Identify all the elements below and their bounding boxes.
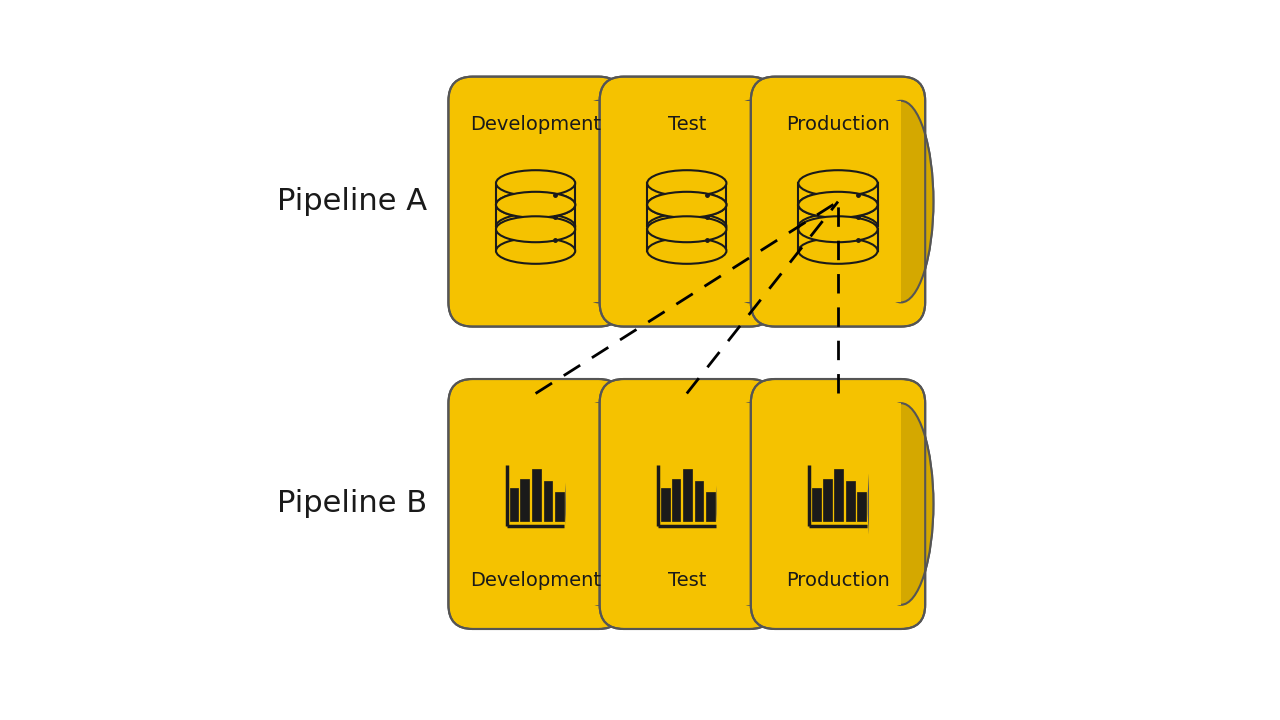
Ellipse shape xyxy=(648,213,727,239)
Text: Test: Test xyxy=(668,571,707,590)
Ellipse shape xyxy=(648,216,727,242)
FancyBboxPatch shape xyxy=(717,403,750,605)
Ellipse shape xyxy=(717,403,782,605)
Polygon shape xyxy=(846,481,855,521)
Polygon shape xyxy=(532,469,540,521)
FancyBboxPatch shape xyxy=(751,379,925,629)
Ellipse shape xyxy=(566,101,631,302)
Polygon shape xyxy=(648,183,727,204)
Text: Production: Production xyxy=(786,571,890,590)
Ellipse shape xyxy=(648,170,727,196)
Polygon shape xyxy=(509,488,518,521)
FancyBboxPatch shape xyxy=(599,76,774,327)
Polygon shape xyxy=(544,481,552,521)
FancyBboxPatch shape xyxy=(751,76,925,327)
Polygon shape xyxy=(799,183,878,204)
Ellipse shape xyxy=(799,192,878,217)
FancyBboxPatch shape xyxy=(566,101,599,302)
Ellipse shape xyxy=(869,403,933,605)
Ellipse shape xyxy=(717,101,782,302)
Ellipse shape xyxy=(869,101,933,302)
Text: Development: Development xyxy=(470,571,602,590)
Text: Pipeline A: Pipeline A xyxy=(276,187,428,216)
Polygon shape xyxy=(799,229,878,251)
Ellipse shape xyxy=(869,101,933,302)
Ellipse shape xyxy=(869,403,933,605)
Polygon shape xyxy=(497,204,575,226)
FancyBboxPatch shape xyxy=(717,101,750,302)
Polygon shape xyxy=(823,479,832,521)
FancyBboxPatch shape xyxy=(566,403,599,605)
FancyBboxPatch shape xyxy=(599,379,774,629)
Ellipse shape xyxy=(497,170,575,196)
Text: Development: Development xyxy=(470,115,602,135)
Ellipse shape xyxy=(799,216,878,242)
Text: Production: Production xyxy=(786,115,890,135)
Polygon shape xyxy=(695,481,704,521)
Polygon shape xyxy=(497,229,575,251)
Ellipse shape xyxy=(648,192,727,217)
FancyBboxPatch shape xyxy=(869,101,901,302)
Polygon shape xyxy=(799,204,878,226)
Ellipse shape xyxy=(566,403,631,605)
Ellipse shape xyxy=(717,101,782,302)
Polygon shape xyxy=(812,488,820,521)
FancyBboxPatch shape xyxy=(869,403,901,605)
Polygon shape xyxy=(556,492,563,521)
FancyBboxPatch shape xyxy=(448,379,623,629)
Ellipse shape xyxy=(497,216,575,242)
Ellipse shape xyxy=(648,192,727,217)
Ellipse shape xyxy=(799,238,878,264)
Ellipse shape xyxy=(497,192,575,217)
Ellipse shape xyxy=(497,213,575,239)
Polygon shape xyxy=(858,492,867,521)
Polygon shape xyxy=(672,479,681,521)
Ellipse shape xyxy=(799,213,878,239)
Ellipse shape xyxy=(497,192,575,217)
Polygon shape xyxy=(684,469,692,521)
Ellipse shape xyxy=(799,170,878,196)
Ellipse shape xyxy=(799,192,878,217)
Polygon shape xyxy=(648,229,727,251)
Text: Test: Test xyxy=(668,115,707,135)
Ellipse shape xyxy=(566,101,631,302)
Polygon shape xyxy=(497,183,575,204)
Ellipse shape xyxy=(717,403,782,605)
Polygon shape xyxy=(648,204,727,226)
Polygon shape xyxy=(707,492,716,521)
Polygon shape xyxy=(835,469,844,521)
Text: Pipeline B: Pipeline B xyxy=(276,490,428,518)
FancyBboxPatch shape xyxy=(448,76,623,327)
Ellipse shape xyxy=(566,403,631,605)
Polygon shape xyxy=(521,479,529,521)
Polygon shape xyxy=(660,488,669,521)
Ellipse shape xyxy=(648,238,727,264)
Ellipse shape xyxy=(497,238,575,264)
